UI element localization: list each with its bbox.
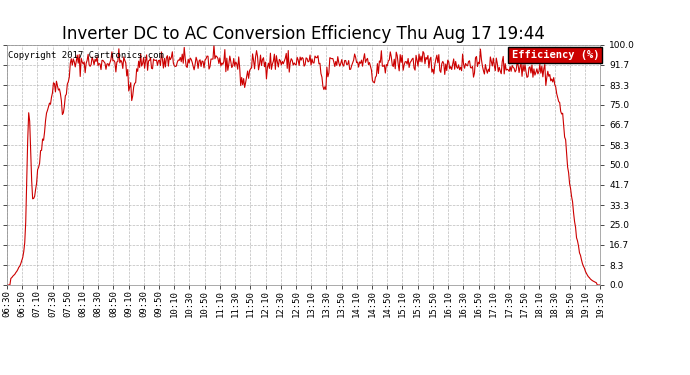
Text: Efficiency (%): Efficiency (%) <box>511 50 599 60</box>
Text: Copyright 2017 Cartronics.com: Copyright 2017 Cartronics.com <box>8 51 164 60</box>
Title: Inverter DC to AC Conversion Efficiency Thu Aug 17 19:44: Inverter DC to AC Conversion Efficiency … <box>62 26 545 44</box>
